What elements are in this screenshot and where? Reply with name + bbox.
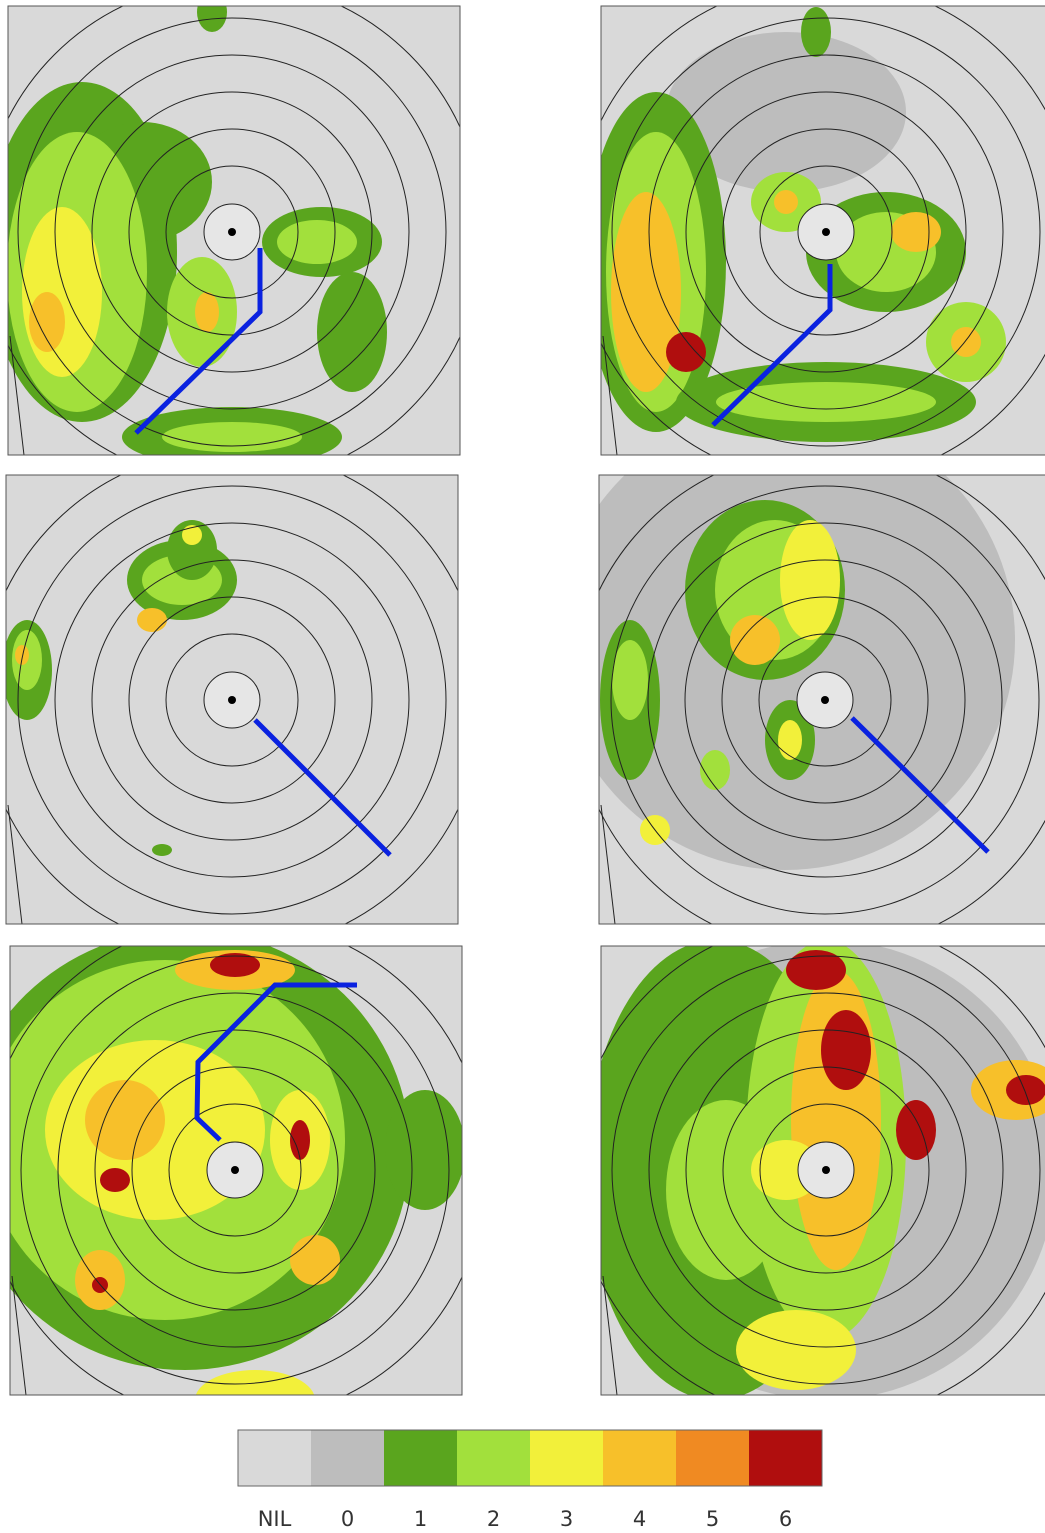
echo-region [700, 750, 730, 790]
panel-content [0, 449, 483, 951]
echo-region [801, 7, 831, 57]
echo-region [15, 645, 29, 665]
colorbar-label: 5 [706, 1507, 719, 1531]
panel-content [0, 0, 483, 483]
colorbar-bin [238, 1430, 311, 1486]
colorbar-label: 4 [633, 1507, 646, 1531]
echo-region [821, 1010, 871, 1090]
colorbar-bin [749, 1430, 822, 1486]
figure: NIL 0 1 2 3 4 5 6 [0, 0, 1045, 1533]
echo-region [774, 190, 798, 214]
panel-content [555, 410, 1045, 951]
echo-region [162, 422, 302, 452]
colorbar-bin [530, 1430, 603, 1486]
echo-region [778, 720, 802, 760]
echo-region [1006, 1075, 1045, 1105]
radar-dot [231, 1166, 239, 1174]
echo-region [780, 520, 840, 640]
radar-dot [822, 1166, 830, 1174]
echo-region [736, 1310, 856, 1390]
colorbar-label: 1 [414, 1507, 427, 1531]
radar-panel [575, 0, 1045, 483]
echo-region [137, 608, 167, 632]
colorbar-label: 0 [341, 1507, 354, 1531]
radar-panel [0, 919, 486, 1430]
echo-region [666, 332, 706, 372]
colorbar-bin [603, 1430, 676, 1486]
colorbar-bin [676, 1430, 749, 1486]
colorbar: NIL 0 1 2 3 4 5 6 [238, 1430, 822, 1531]
radar-panel [0, 449, 483, 951]
radar-panel [0, 0, 483, 483]
colorbar-bin [384, 1430, 457, 1486]
echo-region [891, 212, 941, 252]
radar-dot [822, 228, 830, 236]
echo-region [277, 220, 357, 264]
echo-region [195, 1370, 315, 1430]
radar-panel [575, 919, 1045, 1421]
echo-region [22, 207, 102, 377]
echo-region [290, 1120, 310, 1160]
colorbar-label: 2 [487, 1507, 500, 1531]
radar-panel [555, 410, 1045, 951]
panel-content [0, 919, 486, 1430]
echo-region [100, 1168, 130, 1192]
radar-dot [821, 696, 829, 704]
colorbar-label: 6 [779, 1507, 792, 1531]
echo-region [317, 272, 387, 392]
echo-region [730, 615, 780, 665]
colorbar-bin [457, 1430, 530, 1486]
echo-region [195, 292, 219, 332]
echo-region [896, 1100, 936, 1160]
page: {"colorbar": {"bins": [ {"label": "NIL",… [0, 0, 1045, 1533]
colorbar-label: 3 [560, 1507, 573, 1531]
echo-region [152, 844, 172, 856]
echo-region [290, 1235, 340, 1285]
radar-dot [228, 228, 236, 236]
echo-region [385, 1090, 465, 1210]
radar-dot [228, 696, 236, 704]
echo-region [612, 640, 648, 720]
panel-content [575, 0, 1045, 483]
panel-content [575, 919, 1045, 1421]
colorbar-bin [311, 1430, 384, 1486]
echo-region [29, 292, 65, 352]
colorbar-label: NIL [258, 1507, 292, 1531]
